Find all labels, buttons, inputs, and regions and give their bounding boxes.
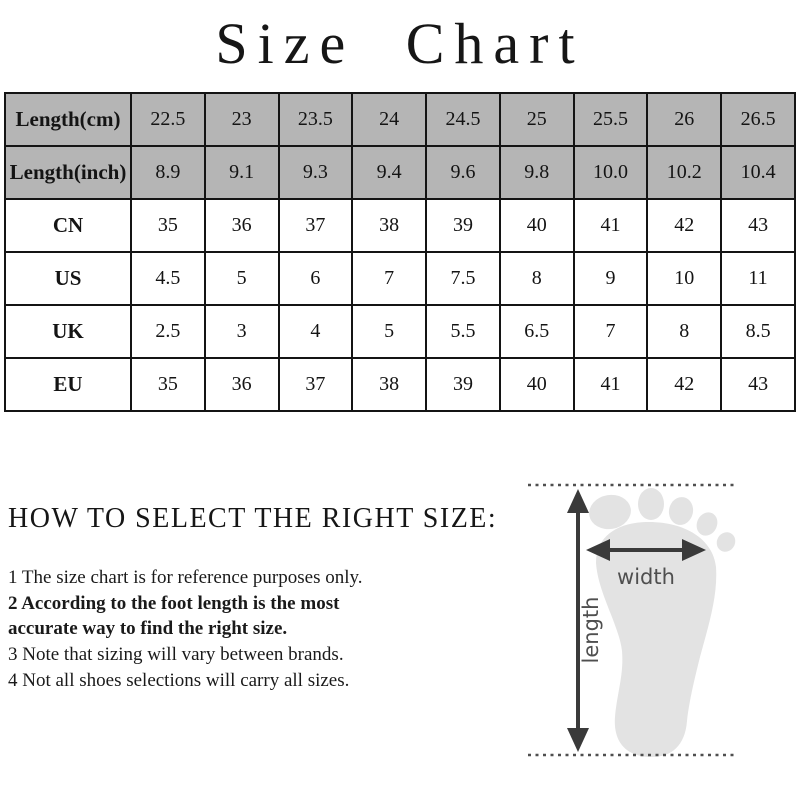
- size-cell: 26: [646, 92, 723, 147]
- size-cell: 8.5: [720, 304, 796, 359]
- foot-diagram-svg: width length: [528, 483, 737, 758]
- size-cell: 9.6: [425, 145, 501, 200]
- size-cell: 8.9: [130, 145, 206, 200]
- size-cell: 38: [351, 198, 428, 253]
- page-title: Size Chart: [215, 11, 585, 76]
- length-arrow: [567, 489, 589, 752]
- size-cell: 6: [277, 251, 354, 306]
- size-cell: 9: [572, 251, 649, 306]
- size-cell: 2.5: [130, 304, 206, 359]
- size-cell: 38: [351, 357, 428, 412]
- size-cell: 42: [646, 198, 723, 253]
- size-cell: 35: [130, 198, 206, 253]
- foot-measurement-diagram: width length: [520, 455, 800, 795]
- guide-items: 1 The size chart is for reference purpos…: [8, 565, 528, 693]
- size-cell: 36: [203, 198, 280, 253]
- size-cell: 9.4: [351, 145, 428, 200]
- size-cell: 36: [203, 357, 280, 412]
- size-cell: 8: [646, 304, 723, 359]
- size-cell: 41: [572, 198, 649, 253]
- table-row: EU 35 36 37 38 39 40 41 42 43: [4, 357, 796, 412]
- size-cell: 9.3: [277, 145, 354, 200]
- size-cell: 5.5: [425, 304, 501, 359]
- foot-outline: [589, 488, 736, 758]
- size-cell: 39: [425, 357, 501, 412]
- table-row: CN 35 36 37 38 39 40 41 42 43: [4, 198, 796, 253]
- table-row: UK 2.5 3 4 5 5.5 6.5 7 8 8.5: [4, 304, 796, 359]
- table-row: Length(cm) 22.5 23 23.5 24 24.5 25 25.5 26 26.5: [4, 92, 796, 147]
- size-guide-section: HOW TO SELECT THE RIGHT SIZE: 1 The size…: [8, 503, 528, 694]
- size-cell: 43: [720, 357, 796, 412]
- size-cell: 5: [351, 304, 428, 359]
- size-cell: 42: [646, 357, 723, 412]
- size-cell: 41: [572, 357, 649, 412]
- size-cell: 8: [498, 251, 575, 306]
- size-table: Length(cm) 22.5 23 23.5 24 24.5 25 25.5 26 26.5 Le…: [4, 92, 796, 412]
- guide-item: 1 The size chart is for reference purpos…: [8, 567, 363, 588]
- size-cell: 10.4: [720, 145, 796, 200]
- size-cell: 40: [498, 198, 575, 253]
- size-cell: 40: [498, 357, 575, 412]
- size-cell: 11: [720, 251, 796, 306]
- size-cell: 9.1: [203, 145, 280, 200]
- size-cell: 10: [646, 251, 723, 306]
- table-row: US 4.5 5 6 7 7.5 8 9 10 11: [4, 251, 796, 306]
- size-cell: 4.5: [130, 251, 206, 306]
- size-cell: 5: [203, 251, 280, 306]
- size-cell: 7: [572, 304, 649, 359]
- guide-item: 4 Not all shoes selections will carry al…: [8, 670, 350, 691]
- size-table-body: Length(cm) 22.5 23 23.5 24 24.5 25 25.5 26 26.5 Le…: [4, 92, 796, 412]
- size-cell: 39: [425, 198, 501, 253]
- size-cell: 37: [277, 198, 354, 253]
- width-label: width: [617, 565, 675, 589]
- row-label: EU: [4, 357, 132, 412]
- table-row: Length(inch) 8.9 9.1 9.3 9.4 9.6 9.8 10.0 10.2 10…: [4, 145, 796, 200]
- row-label: US: [4, 251, 132, 306]
- size-cell: 24.5: [425, 92, 501, 147]
- size-cell: 10.0: [572, 145, 649, 200]
- size-cell: 7.5: [425, 251, 501, 306]
- size-cell: 37: [277, 357, 354, 412]
- size-cell: 6.5: [498, 304, 575, 359]
- size-cell: 22.5: [130, 92, 206, 147]
- size-cell: 4: [277, 304, 354, 359]
- size-cell: 3: [203, 304, 280, 359]
- size-cell: 24: [351, 92, 428, 147]
- row-label: Length(cm): [4, 92, 132, 147]
- size-cell: 23.5: [277, 92, 354, 147]
- guide-heading: HOW TO SELECT THE RIGHT SIZE:: [8, 503, 498, 534]
- guide-item: 3 Note that sizing will vary between bra…: [8, 644, 344, 665]
- size-cell: 25: [498, 92, 575, 147]
- size-cell: 26.5: [720, 92, 796, 147]
- size-cell: 25.5: [572, 92, 649, 147]
- size-cell: 7: [351, 251, 428, 306]
- row-label: UK: [4, 304, 132, 359]
- row-label: Length(inch): [4, 145, 132, 200]
- size-cell: 23: [203, 92, 280, 147]
- size-cell: 10.2: [646, 145, 723, 200]
- row-label: CN: [4, 198, 132, 253]
- guide-item: 2 According to the foot length is the mo…: [8, 593, 340, 639]
- size-cell: 9.8: [498, 145, 575, 200]
- length-label: length: [579, 597, 603, 664]
- size-cell: 43: [720, 198, 796, 253]
- width-arrow: [586, 539, 706, 561]
- size-cell: 35: [130, 357, 206, 412]
